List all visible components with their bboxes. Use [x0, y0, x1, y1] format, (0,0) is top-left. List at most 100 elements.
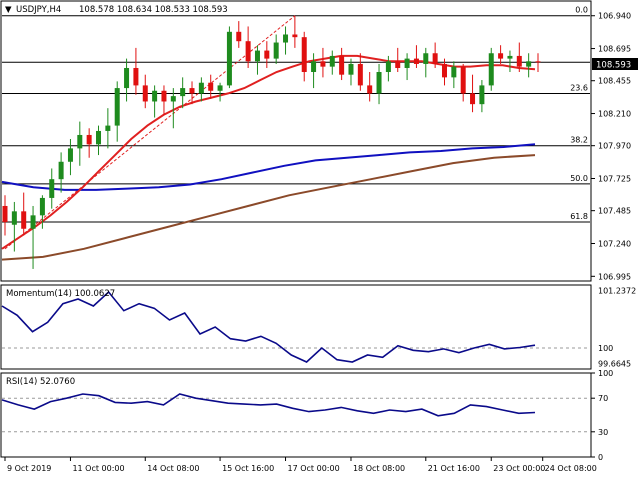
time-tick-label: 14 Oct 08:00 [147, 464, 199, 473]
collapse-arrow-icon[interactable]: ▼ [5, 5, 12, 15]
candle-body [441, 63, 447, 78]
price-axis: 106.940 108.695 108.455 108.210 107.970 107.7… [591, 12, 636, 462]
candle-body [367, 85, 373, 94]
candle-body [236, 31, 242, 42]
candle-body [507, 55, 513, 59]
candle-body [488, 53, 494, 86]
rsi-tick-label: 0 [598, 453, 603, 462]
candle-body [180, 88, 186, 97]
candle-body [198, 82, 204, 94]
candle-body [21, 211, 27, 229]
momentum-tick-label: 101.2372 [598, 286, 636, 295]
candle-body [339, 55, 345, 75]
candle-body [432, 53, 438, 64]
candle-body [526, 61, 532, 67]
price-tick-label: 107.970 [598, 142, 631, 151]
candle-body [30, 215, 36, 229]
trendline[interactable] [4, 15, 296, 250]
candle-body [86, 134, 92, 145]
sma-slow-line [1, 154, 536, 261]
candle-body [451, 66, 457, 78]
candle-body [470, 93, 476, 105]
rsi-pane [0, 372, 592, 458]
price-tick-label: 106.940 [598, 12, 631, 21]
candle-body [245, 41, 251, 62]
price-tick-label: 107.725 [598, 175, 631, 184]
candle-body [273, 42, 279, 59]
candle-body [217, 85, 223, 91]
candle-body [189, 88, 195, 94]
fib-level-label: 61.8 [570, 212, 588, 221]
candle-body [348, 63, 354, 75]
time-tick-label: 18 Oct 08:00 [353, 464, 405, 473]
rsi-tick-label: 100 [598, 369, 613, 378]
rsi-title: RSI(14) 52.0760 [6, 377, 75, 387]
candle-body [413, 58, 419, 64]
candle-body [77, 134, 83, 149]
time-tick-label: 21 Oct 16:00 [428, 464, 480, 473]
ohlc-readout: 108.578 108.634 108.533 108.593 [79, 5, 228, 15]
price-tick-label: 108.695 [598, 45, 631, 54]
time-tick-label: 15 Oct 16:00 [222, 464, 274, 473]
candle-body [301, 37, 307, 73]
candle-body [105, 125, 111, 131]
candle-body [11, 211, 17, 225]
rsi-tick-label: 70 [598, 394, 608, 403]
fibonacci-levels: 0.0 23.6 38.2 50.0 61.8 [2, 6, 590, 250]
candle-body [142, 85, 148, 102]
rsi-lines [1, 393, 590, 433]
price-tick-label: 108.455 [598, 77, 631, 86]
candle-body [357, 63, 363, 86]
candle-body [170, 96, 176, 102]
candle-body [404, 58, 410, 68]
candle-body [208, 82, 214, 91]
candle-body [498, 53, 504, 59]
candle-body [58, 161, 64, 180]
candle-body [39, 197, 45, 216]
time-tick-label: 11 Oct 00:00 [72, 464, 124, 473]
candlesticks [2, 15, 541, 269]
candle-body [329, 55, 335, 67]
price-tick-label: 107.240 [598, 239, 631, 248]
candle-body [320, 61, 326, 67]
candle-body [535, 61, 541, 63]
time-tick-label: 23 Oct 00:00 [493, 464, 545, 473]
candle-body [2, 205, 8, 223]
candle-body [152, 90, 158, 102]
momentum-tick-label: 100 [598, 344, 613, 353]
momentum-tick-label: 99.6645 [598, 360, 631, 369]
symbol-title: USDJPY,H4 [16, 5, 61, 15]
candle-body [49, 179, 55, 198]
candle-body [264, 50, 270, 59]
candle-body [96, 130, 102, 145]
momentum-line [1, 290, 536, 363]
momentum-title: Momentum(14) 100.0627 [6, 289, 115, 299]
time-tick-label: 24 Oct 08:00 [545, 464, 597, 473]
candle-body [114, 88, 120, 126]
candle-body [460, 66, 466, 94]
candle-body [516, 55, 522, 67]
candle-body [423, 53, 429, 64]
time-tick-label: 17 Oct 00:00 [288, 464, 340, 473]
candle-body [67, 148, 73, 162]
candle-body [385, 61, 391, 73]
momentum-pane [0, 284, 592, 370]
candle-body [479, 85, 485, 105]
candle-body [161, 90, 167, 102]
candle-body [254, 50, 260, 62]
momentum-lines [1, 290, 590, 363]
candle-body [376, 72, 382, 94]
candle-body [124, 67, 130, 89]
rsi-line [1, 393, 536, 417]
fib-level-label: 50.0 [570, 174, 588, 183]
current-price-box [592, 58, 638, 70]
candle-body [395, 61, 401, 68]
time-axis: 9 Oct 2019 11 Oct 00:00 14 Oct 08:00 15 Oct… [4, 457, 597, 473]
candle-body [133, 67, 139, 86]
price-tick-label: 107.485 [598, 207, 631, 216]
candle-body [283, 34, 289, 43]
price-tick-label: 108.210 [598, 110, 631, 119]
fib-level-label: 23.6 [570, 83, 588, 92]
candle-body [311, 61, 317, 73]
